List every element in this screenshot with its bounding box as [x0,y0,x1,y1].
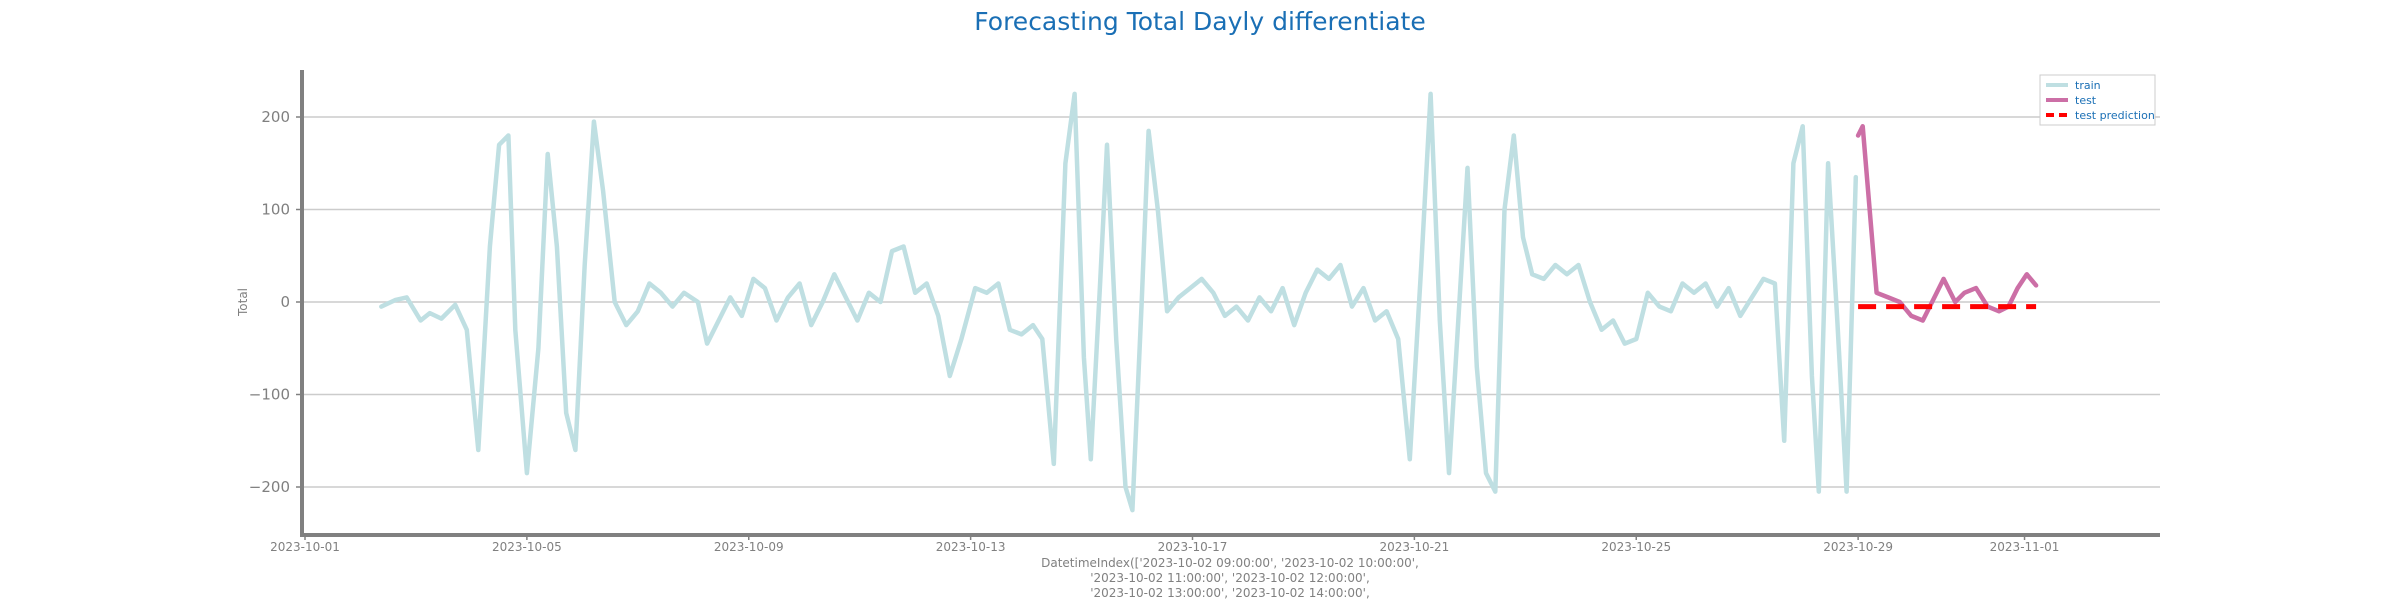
x-axis-label-line-3: '2023-10-02 13:00:00', '2023-10-02 14:00… [1090,586,1370,600]
x-tick-label: 2023-10-09 [714,540,784,554]
legend: train test test prediction [2039,74,2156,126]
legend-label-test: test [2075,94,2097,107]
chart-title: Forecasting Total Dayly differentiate [974,7,1425,36]
x-tick-label: 2023-10-29 [1823,540,1893,554]
y-tick-label: −100 [249,386,290,404]
y-tick-label: 200 [261,108,290,126]
x-tick-label: 2023-10-05 [492,540,562,554]
x-axis-label-line-1: DatetimeIndex(['2023-10-02 09:00:00', '2… [1041,556,1419,570]
x-axis-label-line-2: '2023-10-02 11:00:00', '2023-10-02 12:00… [1090,571,1370,585]
x-ticks: 2023-10-01 2023-10-05 2023-10-09 2023-10-13… [270,535,2059,554]
x-tick-label: 2023-10-17 [1158,540,1228,554]
series-group [379,91,2039,513]
series-line-train [379,91,1859,513]
x-tick-label: 2023-10-21 [1380,540,1450,554]
series-line-test [1855,124,2039,323]
y-tick-label: 0 [280,293,290,311]
x-tick-label: 2023-10-13 [936,540,1006,554]
y-ticks: −200 −100 0 100 200 [249,108,302,496]
legend-label-train: train [2075,79,2101,92]
legend-label-test-prediction: test prediction [2075,109,2155,122]
x-tick-label: 2023-10-01 [270,540,340,554]
y-tick-label: 100 [261,201,290,219]
x-tick-label: 2023-11-01 [1990,540,2060,554]
y-axis-label: Total [236,288,250,317]
x-tick-label: 2023-10-25 [1601,540,1671,554]
y-tick-label: −200 [249,478,290,496]
